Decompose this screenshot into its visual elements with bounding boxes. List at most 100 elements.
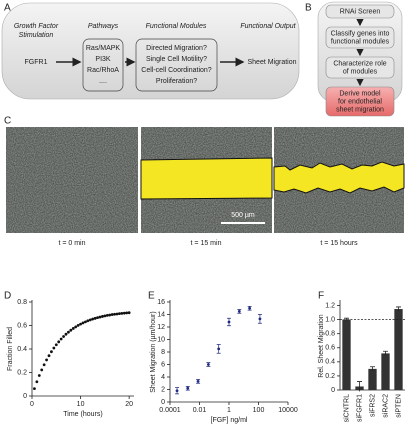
x-tick-label: siCNTRL <box>343 394 350 422</box>
panel-label: B <box>305 3 312 14</box>
x-tick-label: siFGFR1 <box>356 394 363 422</box>
step-text: functional modules <box>331 38 390 45</box>
point <box>113 312 116 316</box>
point <box>227 320 231 324</box>
point <box>33 387 36 390</box>
point <box>71 327 75 330</box>
x-tick-label: 10 <box>77 401 85 408</box>
pathway: Ras/MAPK <box>86 45 121 52</box>
x-tick-label: siRAC2 <box>382 394 389 418</box>
bar <box>381 353 390 390</box>
point <box>196 379 200 383</box>
module: Single Cell Motility? <box>146 56 207 63</box>
x-tick-label: 0 <box>30 401 34 408</box>
y-tick-label: 0.8 <box>17 299 27 306</box>
point <box>50 350 53 354</box>
step-text: RNAi Screen <box>340 8 381 15</box>
bar <box>368 368 377 390</box>
point <box>118 312 121 316</box>
panel-a: A Growth Factor Stimulation FGFR1 Pathwa… <box>1 3 300 100</box>
point <box>105 313 109 317</box>
point <box>74 325 78 329</box>
panel-label: E <box>148 291 155 302</box>
x-tick-label: 10000 <box>278 407 298 414</box>
point <box>206 363 210 366</box>
error-bar <box>344 317 349 322</box>
pathway: Rac/RhoA <box>87 67 119 74</box>
point <box>248 306 252 310</box>
stimulation-title: Stimulation <box>19 32 54 39</box>
y-tick-label: 6 <box>161 361 165 368</box>
point <box>101 315 104 318</box>
x-tick-label: 20 <box>125 401 133 408</box>
point <box>175 389 179 393</box>
x-axis-title: [FGF] ng/ml <box>211 417 248 424</box>
point <box>81 321 85 325</box>
output: Sheet Migration <box>247 59 296 66</box>
y-tick-label: 14 <box>157 311 165 318</box>
panel-label: F <box>318 291 324 302</box>
point <box>120 311 124 315</box>
y-tick-label: 16 <box>157 299 165 306</box>
point <box>42 363 46 367</box>
point <box>96 316 99 320</box>
y-tick-label: 0 <box>23 393 27 400</box>
error-bar <box>370 366 375 371</box>
step-text: Classify genes into <box>331 30 390 37</box>
module: Directed Migration? <box>146 45 207 52</box>
point <box>67 330 70 334</box>
point <box>91 317 95 321</box>
point <box>35 380 39 384</box>
point <box>88 318 92 322</box>
x-tick-label: siFRS2 <box>369 394 376 417</box>
y-tick-label: 10 <box>157 336 165 343</box>
point <box>108 313 112 317</box>
bar <box>342 319 351 390</box>
point <box>237 309 241 313</box>
output-title: Functional Output <box>240 23 296 30</box>
panel-label: C <box>4 116 11 127</box>
time-label: t = 0 min <box>58 240 85 247</box>
panel-b: B RNAi Screen Classify genes intofunction… <box>305 1 403 117</box>
panel-label: A <box>4 3 11 14</box>
point <box>54 343 58 347</box>
y-tick-label: 8 <box>161 349 165 356</box>
step-box <box>325 4 395 19</box>
point <box>127 311 131 315</box>
step-box <box>325 86 395 117</box>
point <box>110 313 114 316</box>
point <box>59 337 63 341</box>
micrograph <box>273 127 405 233</box>
step-text: sheet migration <box>336 106 384 113</box>
y-axis-title: Rel. Sheet Migration <box>318 314 325 378</box>
wound-area <box>273 161 405 194</box>
point <box>47 354 51 358</box>
y-tick-label: 0.6 <box>17 322 27 329</box>
point <box>122 311 126 315</box>
point <box>40 368 44 372</box>
point <box>64 332 68 336</box>
step-text: Characterize role <box>333 60 386 67</box>
micrograph <box>6 127 138 233</box>
module: Proliferation? <box>156 78 197 85</box>
module: Cell-cell Coordination? <box>141 67 212 74</box>
y-tick-label: 12 <box>157 324 165 331</box>
y-tick-label: 0.6 <box>325 345 335 352</box>
error-bar <box>383 350 388 356</box>
y-tick-label: 0 <box>331 387 335 394</box>
stimulation-title: Growth Factor <box>14 23 59 30</box>
y-tick-label: 2 <box>161 386 165 393</box>
y-tick-label: 1.0 <box>325 316 335 323</box>
point <box>98 315 102 319</box>
point <box>52 346 56 350</box>
x-tick-label: 0.0001 <box>159 407 181 414</box>
y-tick-label: 1.2 <box>325 302 335 309</box>
modules-box <box>135 38 218 92</box>
receptor: FGFR1 <box>25 59 48 66</box>
wound-area <box>140 157 273 200</box>
point <box>84 320 87 324</box>
step-text: of modules <box>343 68 378 75</box>
y-tick-label: 4 <box>161 374 165 381</box>
point <box>62 335 65 338</box>
